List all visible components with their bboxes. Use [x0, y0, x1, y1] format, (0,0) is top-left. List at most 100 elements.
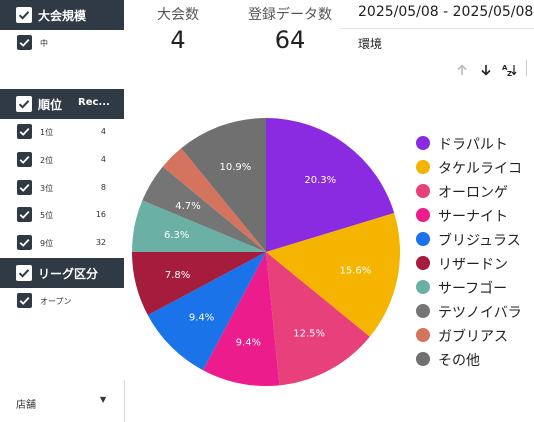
legend-color-swatch: [416, 136, 430, 150]
tournament-count-value: 4: [170, 26, 186, 54]
filter-item-rank-9[interactable]: 9位 32: [0, 232, 124, 254]
filter-item-rank-2[interactable]: 2位 4: [0, 149, 124, 171]
pie-slice[interactable]: [132, 200, 266, 252]
pie-slice[interactable]: [162, 148, 266, 252]
record-count-label: 登録データ数: [248, 7, 332, 23]
legend-item[interactable]: ガブリアス: [416, 325, 534, 345]
legend-label: ブリジュラス: [438, 233, 521, 249]
pie-slice[interactable]: [147, 252, 266, 371]
svg-text:A: A: [502, 64, 508, 72]
filter-item-label: オープン: [40, 297, 72, 306]
legend-item[interactable]: サーフゴー: [416, 277, 534, 297]
legend-item[interactable]: リザードン: [416, 253, 534, 273]
pie-slice[interactable]: [266, 213, 400, 337]
legend-color-swatch: [416, 208, 430, 222]
filter-title: 大会規模: [38, 9, 87, 23]
filter-panel: 大会規模 中 順位 Rec... 1位 4 2位 4 3位 8 5位 16 9位…: [0, 0, 125, 422]
checkbox-checked-icon[interactable]: [17, 35, 32, 50]
environment-label[interactable]: 環境: [358, 37, 383, 51]
filter-item-label: 中: [40, 39, 48, 48]
filter-item-count: 32: [95, 238, 106, 247]
filter-header-league[interactable]: リーグ区分: [0, 258, 124, 288]
checkbox-checked-icon[interactable]: [17, 124, 32, 139]
legend-label: サーナイト: [438, 209, 508, 225]
checkbox-checked-icon[interactable]: [17, 235, 32, 250]
legend-label: タケルライコ: [438, 161, 522, 177]
pie-slice-label: 4.7%: [175, 201, 200, 212]
filter-item-count: 4: [100, 155, 106, 164]
date-range[interactable]: 2025/05/08 - 2025/05/08: [358, 4, 534, 20]
filter-header-tournament-size[interactable]: 大会規模: [0, 0, 124, 30]
filter-item-count: 16: [95, 210, 106, 219]
filter-item-label: 1位: [40, 128, 54, 137]
legend-color-swatch: [416, 184, 430, 198]
record-count-value: 64: [274, 26, 306, 54]
legend-label: テツノイバラ: [438, 305, 522, 321]
legend-item[interactable]: テツノイバラ: [416, 301, 534, 321]
filter-item-league-open[interactable]: オープン: [0, 290, 124, 312]
checkbox-checked-icon[interactable]: [16, 96, 32, 112]
legend-color-swatch: [416, 256, 430, 270]
filter-item-label: 9位: [40, 239, 54, 248]
filter-item-size-medium[interactable]: 中: [0, 32, 124, 54]
store-dropdown[interactable]: 店舗 ▼: [0, 380, 125, 422]
legend-item[interactable]: タケルライコ: [416, 157, 534, 177]
legend-color-swatch: [416, 328, 430, 342]
pie-slice[interactable]: [202, 252, 280, 386]
pie-slice[interactable]: [266, 118, 395, 252]
legend-label: サーフゴー: [438, 281, 508, 297]
filter-item-count: 8: [100, 183, 106, 192]
pie-slice[interactable]: [142, 166, 266, 252]
filter-header-rank[interactable]: 順位 Rec...: [0, 89, 124, 119]
legend-color-swatch: [416, 304, 430, 318]
filter-title: リーグ区分: [38, 267, 99, 281]
filter-title: 順位: [38, 98, 63, 112]
checkbox-checked-icon[interactable]: [17, 152, 32, 167]
filter-item-rank-1[interactable]: 1位 4: [0, 121, 124, 143]
toolbar-divider: [526, 60, 527, 76]
legend-label: オーロンゲ: [438, 185, 508, 201]
filter-item-label: 3位: [40, 184, 54, 193]
checkbox-checked-icon[interactable]: [17, 180, 32, 195]
sort-az-icon[interactable]: A Z: [502, 62, 520, 81]
checkbox-checked-icon[interactable]: [16, 7, 32, 23]
checkbox-checked-icon[interactable]: [16, 265, 32, 281]
pie-slice-label: 12.5%: [293, 328, 325, 339]
pie-slice[interactable]: [181, 118, 266, 252]
divider: [340, 28, 534, 29]
tournament-count-label: 大会数: [157, 7, 199, 23]
pie-slice-label: 10.9%: [220, 162, 252, 173]
filter-item-count: 4: [100, 127, 106, 136]
filter-item-label: 5位: [40, 211, 54, 220]
legend-color-swatch: [416, 160, 430, 174]
legend-item[interactable]: サーナイト: [416, 205, 534, 225]
store-dropdown-label: 店舗: [16, 400, 36, 411]
filter-item-label: 2位: [40, 156, 54, 165]
pie-slice-label: 7.8%: [165, 270, 190, 281]
arrow-up-icon[interactable]: [455, 62, 469, 81]
legend-item[interactable]: ブリジュラス: [416, 229, 534, 249]
legend-label: ドラパルト: [438, 137, 508, 153]
legend-color-swatch: [416, 352, 430, 366]
legend-item[interactable]: ドラパルト: [416, 133, 534, 153]
legend-item[interactable]: その他: [416, 349, 534, 369]
pie-slice-label: 20.3%: [304, 175, 336, 186]
legend-label: ガブリアス: [438, 329, 508, 345]
filter-item-rank-3[interactable]: 3位 8: [0, 177, 124, 199]
pie-slice-label: 9.4%: [236, 337, 261, 348]
pie-slice-label: 6.3%: [164, 230, 189, 241]
legend-color-swatch: [416, 232, 430, 246]
pie-slice[interactable]: [132, 252, 266, 316]
count-column-header[interactable]: Rec...: [78, 97, 110, 108]
checkbox-checked-icon[interactable]: [17, 207, 32, 222]
pie-slice-label: 15.6%: [340, 266, 372, 277]
svg-text:Z: Z: [507, 70, 512, 77]
legend-label: リザードン: [438, 257, 508, 273]
dropdown-arrow-icon[interactable]: ▼: [100, 395, 107, 404]
arrow-down-icon[interactable]: [479, 62, 493, 81]
pie-slice[interactable]: [266, 252, 370, 386]
checkbox-checked-icon[interactable]: [17, 293, 32, 308]
legend-color-swatch: [416, 280, 430, 294]
filter-item-rank-5[interactable]: 5位 16: [0, 204, 124, 226]
legend-item[interactable]: オーロンゲ: [416, 181, 534, 201]
